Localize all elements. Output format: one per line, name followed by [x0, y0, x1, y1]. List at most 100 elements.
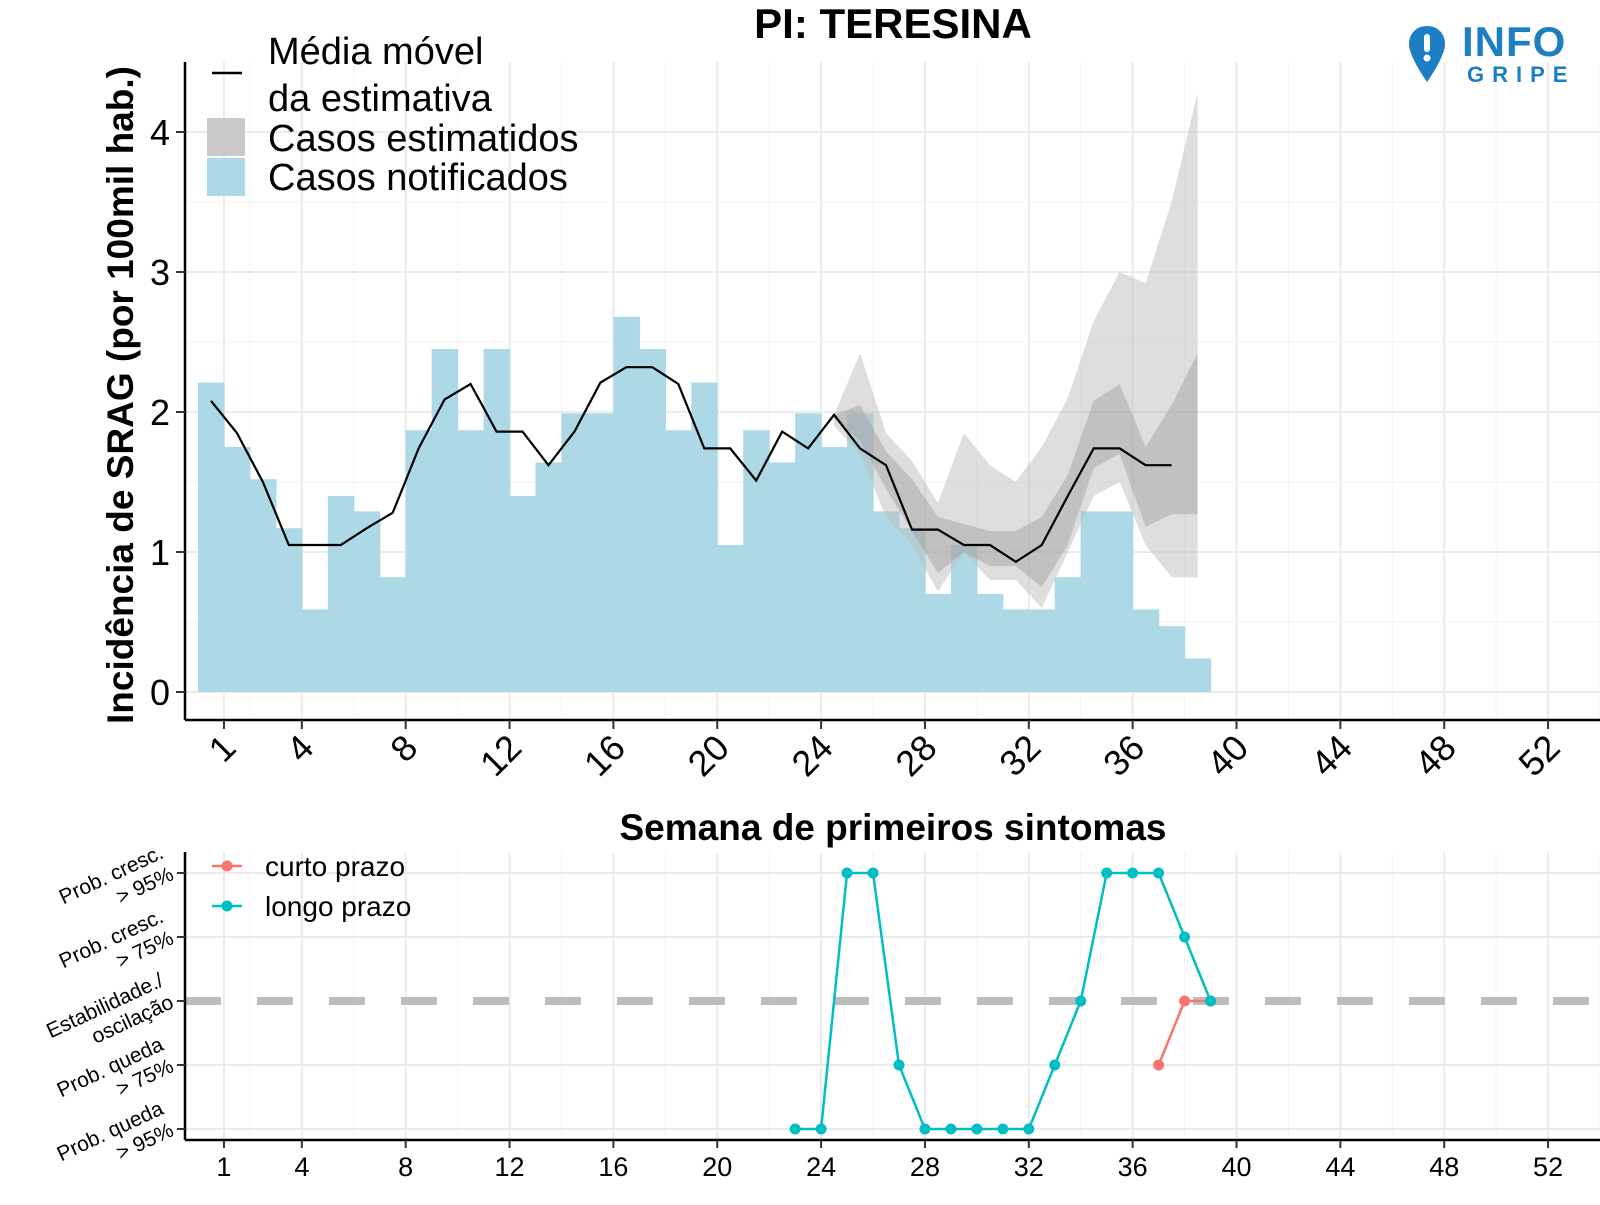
- notified-bar: [1054, 577, 1082, 692]
- notified-bar: [301, 609, 329, 692]
- notified-bar: [873, 511, 900, 692]
- bottom-x-tick-label: 24: [806, 1152, 836, 1182]
- bottom-x-tick-label: 48: [1429, 1152, 1459, 1182]
- bottom-x-tick-label: 4: [294, 1152, 309, 1182]
- notified-bar: [1080, 511, 1108, 692]
- top-x-tick-label: 28: [887, 727, 944, 784]
- infogripe-logo: INFO GRIPE: [1407, 18, 1592, 92]
- notified-bar: [587, 413, 614, 692]
- notified-bar: [769, 462, 796, 692]
- notified-bar: [327, 496, 355, 692]
- notified-bar: [717, 545, 744, 692]
- notified-bar: [561, 413, 589, 692]
- legend-key-estimated: [207, 118, 245, 156]
- notified-bar: [457, 430, 485, 692]
- notified-bar: [1106, 511, 1134, 692]
- top-x-tick-label: 44: [1303, 727, 1360, 784]
- trend-point: [1127, 867, 1139, 879]
- notified-bar: [950, 545, 978, 692]
- top-y-tick-label: 2: [150, 392, 170, 433]
- notified-bar: [431, 349, 459, 692]
- top-x-tick-label: 1: [200, 727, 243, 770]
- notified-bar: [976, 594, 1004, 692]
- notified-bar: [1158, 626, 1186, 692]
- logo-info-text: INFO: [1462, 18, 1567, 65]
- trend-point: [1179, 995, 1191, 1007]
- notified-bar: [275, 528, 303, 692]
- top-y-tick-label: 3: [150, 252, 170, 293]
- map-pin-icon: [1409, 26, 1445, 82]
- chart-title: PI: TERESINA: [754, 0, 1032, 47]
- notified-bar: [483, 349, 511, 692]
- notified-bar: [509, 496, 537, 692]
- notified-bar: [665, 430, 692, 692]
- trend-point: [1179, 931, 1191, 943]
- legend-label-notified: Casos notificados: [268, 157, 568, 199]
- y-axis-title: Incidência de SRAG (por 100mil hab.): [100, 66, 141, 724]
- bottom-gridlines: [185, 852, 1600, 1140]
- logo-gripe-text: GRIPE: [1467, 62, 1576, 87]
- notified-bar: [1002, 609, 1030, 692]
- notified-bar: [379, 577, 407, 692]
- trend-point: [1023, 1123, 1035, 1135]
- notified-bar: [1132, 609, 1160, 692]
- top-x-tick-label: 36: [1095, 727, 1152, 784]
- bottom-x-tick-label: 52: [1533, 1152, 1563, 1182]
- bottom-x-tick-label: 12: [495, 1152, 525, 1182]
- notified-bar: [197, 382, 225, 692]
- top-x-tick-label: 48: [1407, 727, 1464, 784]
- top-x-tick-label: 24: [783, 727, 840, 784]
- trend-point: [841, 867, 853, 879]
- trend-point: [789, 1123, 801, 1135]
- bottom-legend: curto prazo longo prazo: [212, 851, 411, 922]
- notified-bar: [1184, 658, 1212, 692]
- notified-bar: [223, 447, 251, 692]
- trend-point: [997, 1123, 1009, 1135]
- notified-bar: [353, 511, 381, 692]
- trend-point: [1153, 867, 1165, 879]
- trend-point: [1049, 1059, 1061, 1071]
- top-x-tick-label: 8: [382, 727, 425, 770]
- notified-bar: [924, 594, 952, 692]
- notified-bar: [249, 479, 277, 692]
- trend-point: [945, 1123, 957, 1135]
- trend-point: [1205, 995, 1217, 1007]
- moving-average-line: [210, 366, 1172, 564]
- bottom-x-tick-label: 32: [1014, 1152, 1044, 1182]
- bottom-x-tick-label: 1: [216, 1152, 231, 1182]
- bottom-x-tick-label: 20: [702, 1152, 732, 1182]
- legend-label-estimated: Casos estimatidos: [268, 118, 578, 160]
- trend-series-long-term: [789, 867, 1217, 1135]
- notified-bar: [535, 462, 563, 692]
- top-x-tick-label: 20: [680, 727, 737, 784]
- trend-point: [893, 1059, 905, 1071]
- trend-point: [815, 1123, 827, 1135]
- bottom-y-tick-label: Prob. queda> 95%: [54, 1097, 178, 1166]
- bottom-x-tick-label: 44: [1325, 1152, 1355, 1182]
- notified-bar: [691, 382, 718, 692]
- trend-point: [919, 1123, 931, 1135]
- notified-bar: [743, 430, 770, 692]
- legend-key-trend-point: [221, 860, 233, 872]
- notified-bar: [821, 447, 848, 692]
- notified-bar: [795, 413, 822, 692]
- trend-point: [867, 867, 879, 879]
- top-x-tick-label: 16: [576, 727, 633, 784]
- legend-key-notified: [207, 158, 245, 196]
- top-x-tick-label: 32: [991, 727, 1048, 784]
- trend-point: [1075, 995, 1087, 1007]
- x-axis-title: Semana de primeiros sintomas: [620, 807, 1167, 848]
- trend-point: [1153, 1059, 1165, 1071]
- bottom-x-tick-label: 40: [1221, 1152, 1251, 1182]
- top-x-tick-label: 40: [1199, 727, 1256, 784]
- legend-label-trend: longo prazo: [265, 891, 411, 922]
- legend-label-trend: curto prazo: [265, 851, 405, 882]
- bottom-x-tick-label: 16: [598, 1152, 628, 1182]
- top-y-tick-label: 4: [150, 112, 170, 153]
- notified-bar: [639, 349, 666, 692]
- top-y-tick-label: 1: [150, 532, 170, 573]
- top-x-tick-label: 4: [278, 727, 321, 770]
- bottom-x-tick-label: 28: [910, 1152, 940, 1182]
